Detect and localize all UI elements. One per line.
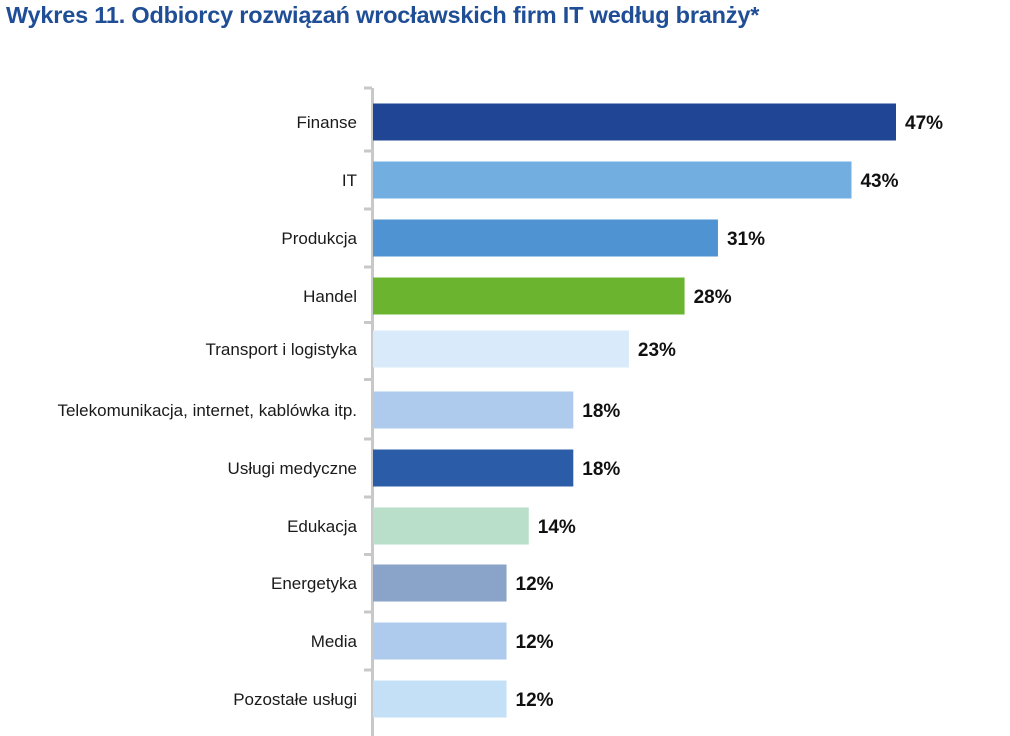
value-label: 18% — [582, 459, 620, 480]
bar-2 — [373, 219, 718, 257]
value-label: 12% — [516, 690, 554, 711]
value-label: 23% — [638, 340, 676, 361]
value-labels: 47% 43% 31% 28% 23% 18% 18% 14% 12% 12% 12% — [516, 113, 944, 711]
value-label: 12% — [516, 574, 554, 595]
value-label: 47% — [905, 113, 943, 134]
category-label: Edukacja — [287, 517, 357, 536]
category-label: IT — [342, 171, 357, 190]
bar-5 — [373, 391, 574, 429]
bar-0 — [373, 103, 896, 141]
category-label: Energetyka — [271, 574, 358, 593]
value-label: 31% — [727, 229, 765, 250]
category-label: Handel — [303, 287, 357, 306]
value-label: 14% — [538, 517, 576, 538]
value-label: 28% — [694, 287, 732, 308]
category-label: Media — [311, 632, 358, 651]
bar-1 — [373, 161, 852, 199]
bar-8 — [373, 564, 507, 602]
bar-6 — [373, 449, 574, 487]
bar-4 — [373, 330, 629, 368]
category-label: Finanse — [297, 113, 357, 132]
category-label: Transport i logistyka — [206, 340, 358, 359]
bar-10 — [373, 680, 507, 718]
category-label: Produkcja — [281, 229, 357, 248]
bar-7 — [373, 507, 529, 545]
bar-3 — [373, 277, 685, 315]
category-label: Usługi medyczne — [228, 459, 357, 478]
category-labels: Finanse IT Produkcja Handel Transport i logi… — [57, 113, 357, 709]
bars-layer — [373, 103, 896, 718]
value-label: 43% — [860, 171, 898, 192]
chart-title: Wykres 11. Odbiorcy rozwiązań wrocławski… — [6, 2, 760, 28]
bar-9 — [373, 622, 507, 660]
value-label: 12% — [516, 632, 554, 653]
axis-layer — [364, 86, 374, 736]
category-label: Pozostałe usługi — [233, 690, 357, 709]
value-label: 18% — [582, 401, 620, 422]
category-label: Telekomunikacja, internet, kablówka itp. — [57, 401, 357, 420]
